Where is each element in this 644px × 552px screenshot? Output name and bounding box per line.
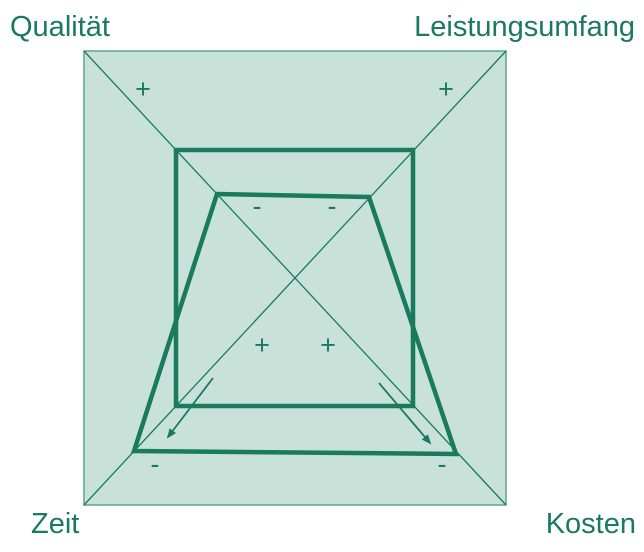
- sign-minus-inner-right: -: [328, 191, 337, 221]
- corner-label-kosten: Kosten: [545, 508, 636, 540]
- balanced-square: [173, 147, 416, 409]
- shift-arrow-kosten: [378, 382, 432, 445]
- sign-plus-leistungsumfang: +: [438, 74, 454, 104]
- shift-arrow-zeit: [166, 377, 214, 439]
- corner-label-zeit: Zeit: [31, 508, 80, 540]
- shifted-quadrilateral: [130, 191, 460, 457]
- sign-minus-kosten: -: [438, 449, 447, 479]
- corner-label-qualitaet: Qualität: [10, 11, 110, 43]
- sign-minus-inner-left: -: [253, 191, 262, 221]
- sign-plus-center-right: +: [320, 330, 336, 360]
- corner-label-leistungsumfang: Leistungsumfang: [414, 11, 635, 43]
- diagonal-leistungsumfang-zeit: [83, 50, 507, 506]
- sign-plus-qualitaet: +: [135, 74, 151, 104]
- sign-plus-center-left: +: [254, 330, 270, 360]
- sign-minus-zeit: -: [151, 449, 160, 479]
